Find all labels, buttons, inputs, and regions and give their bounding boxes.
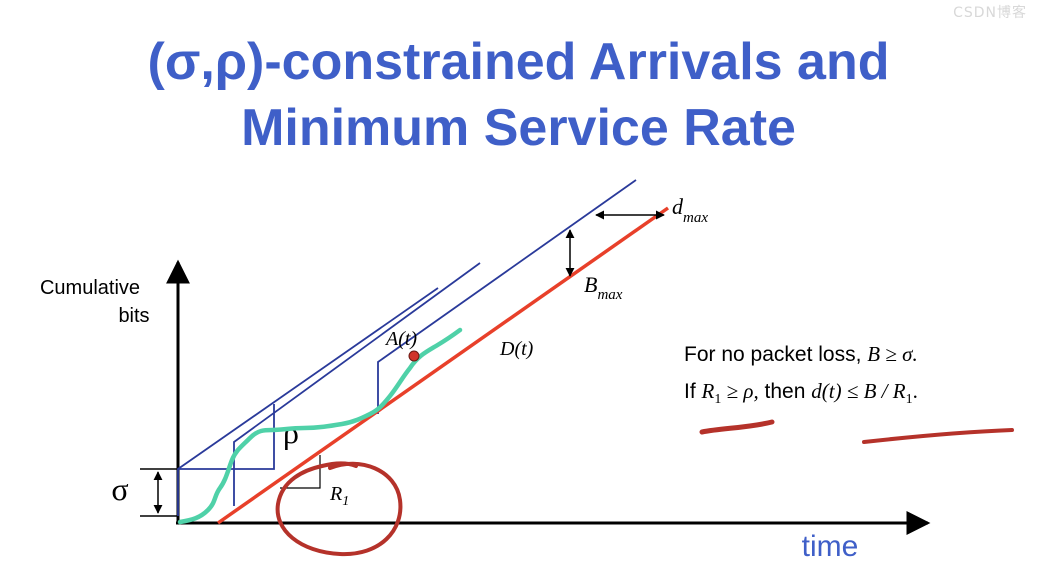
note-line-2-math-sub: 1 [906,392,913,407]
dmax-label: dmax [672,194,708,226]
arrival-envelope [177,179,637,516]
note-line-2: If R1 ≥ ρ, then d(t) ≤ B / R1. [684,379,918,407]
note-line-1-math: B ≥ σ. [867,342,917,366]
envelope-segment-2 [178,404,275,470]
sigma-label: σ [111,471,128,507]
note-line-2-if: If [684,380,702,403]
slide-title-line-2: Minimum Service Rate [241,99,796,157]
annotation-underline-1 [699,419,775,435]
note-line-2-end: . [913,379,918,403]
arrival-curve [177,327,463,525]
dmax-subscript: max [683,210,708,226]
note-line-2-then: then [759,380,812,403]
r1-label: R1 [329,483,349,509]
envelope-segment-4 [377,179,637,414]
watermark: CSDN博客 [953,5,1027,21]
note-line-1: For no packet loss, B ≥ σ. [684,342,918,366]
note-line-2-cond-sub: 1 [714,392,721,407]
rho-label: ρ [283,414,299,450]
y-axis-label-line-2: bits [118,305,149,327]
note-line-1-text: For no packet loss, [684,343,867,366]
d-t-label: D(t) [499,338,534,360]
slide-title-line-1: (σ,ρ)-constrained Arrivals and [147,33,890,91]
bmax-subscript: max [597,287,622,303]
service-curve [216,206,670,525]
arrival-point [408,350,420,362]
annotation-underline-2 [862,428,1014,444]
note-line-2-cond-rest: ≥ ρ, [721,379,758,403]
note-line-2-cond: R [701,379,715,403]
bmax-label: Bmax [584,272,623,303]
x-axis-label: time [802,530,859,563]
note-line-2-math: d(t) ≤ B / R [811,379,906,403]
y-axis-label-line-1: Cumulative [40,277,140,299]
envelope-segment-3 [233,262,481,506]
annotation-circle [275,461,403,557]
r1-subscript: 1 [342,494,349,509]
a-t-label: A(t) [384,328,417,350]
